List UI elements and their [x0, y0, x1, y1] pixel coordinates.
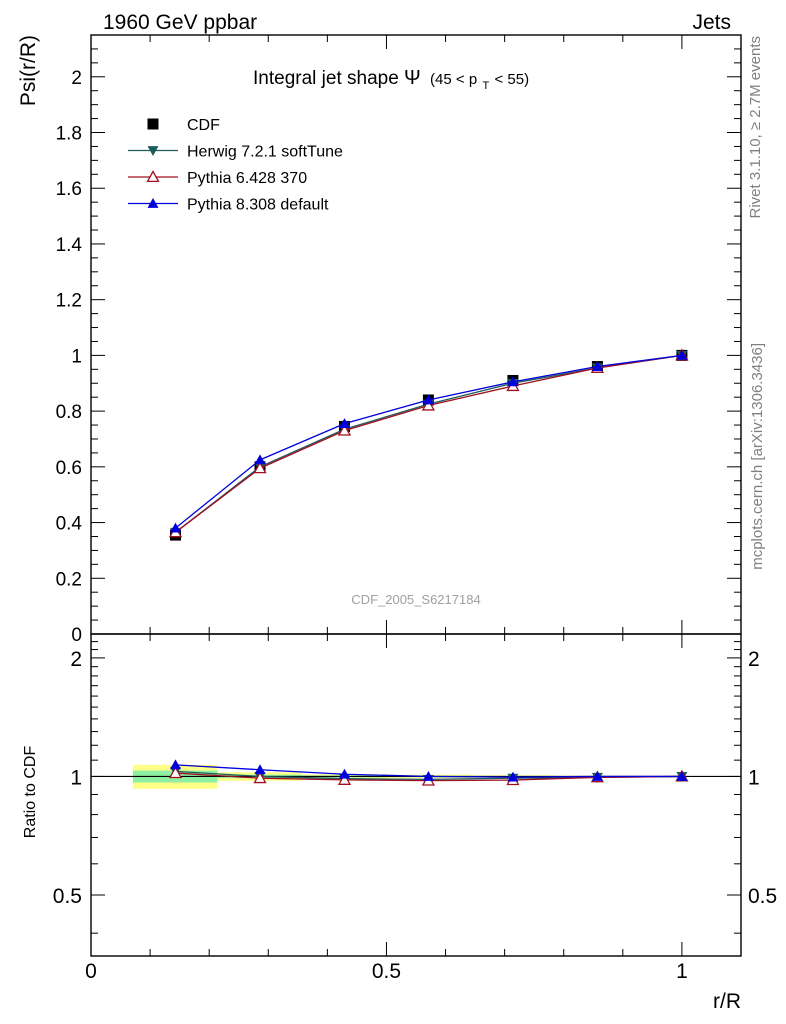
- main-line-pythia-8-308-default: [175, 354, 682, 529]
- ratio-panel: 0.5 0.5 1 1 2 2 0 0.5 1 Ratio to CDF r/R: [22, 633, 777, 1013]
- main-point-pythia-8-308-default: [591, 361, 603, 371]
- ratio-y-tick-label-right: 2: [748, 648, 760, 671]
- legend: CDF Herwig 7.2.1 softTune Pythia 6.428 370…: [128, 117, 343, 214]
- main-line-pythia-6-428-370: [175, 354, 683, 533]
- legend-marker: [147, 118, 159, 130]
- legend-entry-herwig-7-2-1-softtune: Herwig 7.2.1 softTune: [128, 144, 343, 161]
- ratio-frame: [90, 633, 742, 957]
- main-y-tick-label: 0.2: [56, 569, 82, 590]
- x-tick-label: 1: [676, 960, 688, 983]
- main-series-herwig-7-2-1-softtune: [170, 350, 688, 538]
- main-point-pythia-8-308-default: [254, 454, 266, 465]
- main-point-pythia-6-428-370: [421, 398, 436, 411]
- main-y-axis-label: Psi(r/R): [17, 35, 40, 106]
- main-line-herwig-7-2-1-softtune: [175, 354, 683, 533]
- x-tick-label: 0.5: [372, 960, 401, 983]
- main-series-cdf: [170, 349, 688, 541]
- header-energy-label: 1960 GeV ppbar: [103, 11, 257, 34]
- ratio-point-pythia-8-308-default: [254, 764, 266, 775]
- ratio-y-axis-label: Ratio to CDF: [22, 746, 39, 839]
- chart-title-text: Integral jet shape: [253, 68, 399, 89]
- main-y-tick-label: 0: [71, 625, 82, 646]
- main-series-pythia-8-308-default: [170, 349, 688, 533]
- legend-marker: [147, 146, 159, 156]
- main-point-pythia-8-308-default: [507, 376, 519, 387]
- ratio-series: [168, 759, 689, 786]
- main-point-pythia-8-308-default: [422, 394, 434, 405]
- chart-title-range-sub: T: [482, 80, 489, 92]
- header-process-label: Jets: [692, 11, 731, 34]
- analysis-watermark: CDF_2005_S6217184: [351, 592, 480, 607]
- ratio-y-tick-label: 1: [70, 766, 82, 789]
- ratio-y-tick-label-right: 1: [748, 766, 760, 789]
- ratio-point-pythia-8-308-default: [591, 770, 603, 781]
- ratio-point-pythia-6-428-370: [337, 773, 352, 785]
- ratio-y-tick-label-right: 0.5: [748, 885, 777, 908]
- legend-label: Pythia 6.428 370: [187, 170, 307, 187]
- ratio-point-pythia-8-308-default: [339, 768, 350, 779]
- chart-title-symbol: Ψ: [404, 67, 421, 89]
- legend-label: Pythia 8.308 default: [187, 197, 329, 214]
- ratio-series-pythia-8-308-default: [170, 759, 688, 782]
- main-y-tick-label: 1.6: [56, 179, 82, 200]
- rivet-version-label: Rivet 3.1.10, ≥ 2.7M events: [747, 36, 764, 219]
- main-series-pythia-6-428-370: [168, 348, 689, 538]
- ratio-axis-ticks: 0.5 0.5 1 1 2 2 0 0.5 1: [53, 634, 777, 983]
- legend-marker: [146, 170, 160, 183]
- main-point-pythia-8-308-default: [170, 522, 181, 533]
- ratio-y-tick-label: 2: [70, 648, 82, 671]
- x-axis-label: r/R: [713, 990, 741, 1013]
- main-axis-ticks: 0 0.2 0.4 0.6 0.8 1 1.2 1.4 1.6 1.8 2: [56, 35, 742, 646]
- main-point-pythia-8-308-default: [339, 418, 350, 429]
- ratio-point-pythia-6-428-370: [253, 771, 267, 784]
- main-y-tick-label: 1.8: [56, 124, 82, 145]
- legend-marker: [147, 198, 159, 208]
- main-point-pythia-8-308-default: [676, 349, 688, 360]
- legend-label: Herwig 7.2.1 softTune: [187, 144, 343, 161]
- main-y-tick-label: 1.4: [56, 235, 83, 256]
- main-y-tick-label: 1.2: [56, 291, 82, 312]
- main-point-pythia-6-428-370: [337, 423, 352, 436]
- chart-title-range: (45 < p: [430, 71, 477, 88]
- ratio-point-pythia-8-308-default: [422, 770, 434, 781]
- main-y-tick-label: 1: [71, 346, 82, 367]
- ratio-y-tick-label: 0.5: [53, 885, 82, 908]
- ratio-point-pythia-6-428-370: [168, 766, 183, 779]
- ratio-point-pythia-8-308-default: [170, 759, 181, 770]
- main-y-tick-label: 0.8: [56, 402, 82, 423]
- ratio-point-pythia-8-308-default: [676, 770, 688, 781]
- main-y-tick-label: 0.4: [56, 514, 83, 535]
- main-y-tick-label: 2: [71, 68, 82, 89]
- main-point-pythia-6-428-370: [253, 461, 267, 474]
- mcplots-label: mcplots.cern.ch [arXiv:1306.3436]: [749, 343, 766, 570]
- legend-label: CDF: [187, 117, 220, 134]
- main-panel: 0 0.2 0.4 0.6 0.8 1 1.2 1.4 1.6 1.8 2 Integral jet…: [17, 34, 742, 646]
- chart-title: Integral jet shape Ψ (45 < p T < 55): [253, 67, 529, 94]
- main-y-tick-label: 0.6: [56, 458, 82, 479]
- chart-title-range-end: < 55): [494, 71, 529, 88]
- ratio-point-pythia-8-308-default: [507, 771, 519, 782]
- x-tick-label: 0: [85, 960, 97, 983]
- legend-entry-pythia-6-428-370: Pythia 6.428 370: [128, 170, 307, 187]
- main-series: [168, 348, 689, 541]
- legend-entry-cdf: CDF: [147, 117, 220, 134]
- legend-entry-pythia-8-308-default: Pythia 8.308 default: [128, 197, 329, 214]
